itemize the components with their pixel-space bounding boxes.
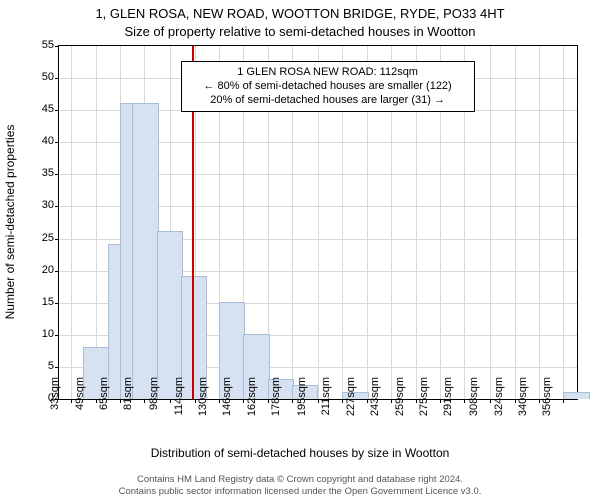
x-tick-label: 227sqm xyxy=(345,377,357,427)
x-tick-mark xyxy=(391,399,392,403)
y-tick-label: 45 xyxy=(14,103,54,115)
annotation-line3: 20% of semi-detached houses are larger (… xyxy=(188,93,468,107)
x-tick-label: 65sqm xyxy=(98,377,110,427)
y-tick-mark xyxy=(55,174,59,175)
y-tick-label: 55 xyxy=(14,39,54,51)
x-tick-mark xyxy=(464,399,465,403)
x-tick-label: 340sqm xyxy=(517,377,529,427)
x-tick-label: 324sqm xyxy=(493,377,505,427)
histogram-bar xyxy=(157,231,183,399)
x-tick-label: 178sqm xyxy=(270,377,282,427)
y-tick-label: 15 xyxy=(14,296,54,308)
chart-title-line1: 1, GLEN ROSA, NEW ROAD, WOOTTON BRIDGE, … xyxy=(0,6,600,21)
x-tick-mark xyxy=(292,399,293,403)
x-tick-label: 33sqm xyxy=(49,377,61,427)
y-tick-mark xyxy=(55,46,59,47)
x-tick-mark xyxy=(120,399,121,403)
x-tick-label: 195sqm xyxy=(296,377,308,427)
annotation-line1: 1 GLEN ROSA NEW ROAD: 112sqm xyxy=(188,65,468,79)
histogram-chart: 1, GLEN ROSA, NEW ROAD, WOOTTON BRIDGE, … xyxy=(0,0,600,500)
gridline-v xyxy=(539,46,540,399)
x-tick-label: 243sqm xyxy=(369,377,381,427)
x-tick-label: 291sqm xyxy=(442,377,454,427)
y-tick-label: 25 xyxy=(14,232,54,244)
plot-area: 1 GLEN ROSA NEW ROAD: 112sqm← 80% of sem… xyxy=(58,45,578,400)
x-tick-mark xyxy=(515,399,516,403)
y-tick-mark xyxy=(55,78,59,79)
y-tick-label: 50 xyxy=(14,71,54,83)
y-tick-label: 0 xyxy=(14,392,54,404)
y-tick-label: 5 xyxy=(14,360,54,372)
y-tick-label: 20 xyxy=(14,264,54,276)
x-tick-mark xyxy=(195,399,196,403)
y-tick-label: 35 xyxy=(14,167,54,179)
histogram-bar xyxy=(132,103,158,399)
x-tick-label: 49sqm xyxy=(74,377,86,427)
x-tick-mark xyxy=(318,399,319,403)
x-tick-mark xyxy=(170,399,171,403)
y-tick-mark xyxy=(55,239,59,240)
gridline-v xyxy=(71,46,72,399)
x-tick-mark xyxy=(342,399,343,403)
x-tick-label: 162sqm xyxy=(246,377,258,427)
x-tick-mark xyxy=(490,399,491,403)
gridline-v xyxy=(490,46,491,399)
chart-title-line2: Size of property relative to semi-detach… xyxy=(0,24,600,39)
x-axis-label: Distribution of semi-detached houses by … xyxy=(0,446,600,460)
x-tick-label: 356sqm xyxy=(541,377,553,427)
gridline-v xyxy=(563,46,564,399)
histogram-bar xyxy=(563,392,589,399)
x-tick-label: 130sqm xyxy=(197,377,209,427)
x-tick-mark xyxy=(440,399,441,403)
x-tick-mark xyxy=(219,399,220,403)
x-tick-mark xyxy=(243,399,244,403)
x-tick-label: 98sqm xyxy=(148,377,160,427)
y-tick-mark xyxy=(55,367,59,368)
y-tick-mark xyxy=(55,303,59,304)
x-tick-label: 259sqm xyxy=(394,377,406,427)
y-tick-label: 40 xyxy=(14,135,54,147)
y-axis-label: Number of semi-detached properties xyxy=(3,125,17,320)
annotation-line2: ← 80% of semi-detached houses are smalle… xyxy=(188,79,468,93)
attribution-line1: Contains HM Land Registry data © Crown c… xyxy=(0,474,600,486)
x-tick-mark xyxy=(416,399,417,403)
y-tick-mark xyxy=(55,110,59,111)
x-tick-mark xyxy=(268,399,269,403)
y-tick-mark xyxy=(55,335,59,336)
y-tick-label: 10 xyxy=(14,328,54,340)
x-tick-mark xyxy=(563,399,564,403)
y-tick-mark xyxy=(55,206,59,207)
x-tick-mark xyxy=(367,399,368,403)
x-tick-label: 146sqm xyxy=(221,377,233,427)
x-tick-mark xyxy=(144,399,145,403)
y-tick-label: 30 xyxy=(14,199,54,211)
gridline-v xyxy=(515,46,516,399)
x-tick-label: 308sqm xyxy=(468,377,480,427)
y-tick-mark xyxy=(55,142,59,143)
y-tick-mark xyxy=(55,271,59,272)
x-tick-mark xyxy=(539,399,540,403)
x-tick-mark xyxy=(96,399,97,403)
x-tick-label: 275sqm xyxy=(418,377,430,427)
attribution-line2: Contains public sector information licen… xyxy=(0,486,600,498)
x-tick-mark xyxy=(71,399,72,403)
x-tick-label: 114sqm xyxy=(173,377,185,427)
x-tick-label: 211sqm xyxy=(320,377,332,427)
annotation-box: 1 GLEN ROSA NEW ROAD: 112sqm← 80% of sem… xyxy=(181,61,475,113)
x-tick-label: 81sqm xyxy=(122,377,134,427)
